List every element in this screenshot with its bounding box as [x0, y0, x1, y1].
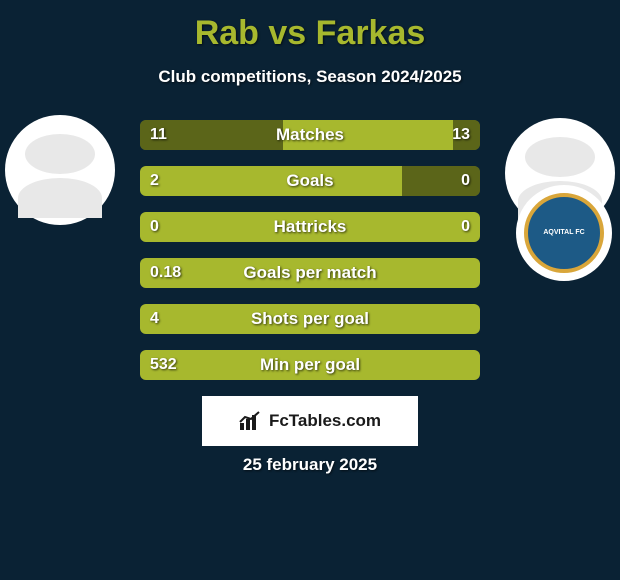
stat-label: Min per goal — [140, 350, 480, 380]
page-title: Rab vs Farkas — [0, 0, 620, 53]
stat-row: 532Min per goal — [140, 350, 480, 380]
date-label: 25 february 2025 — [0, 455, 620, 475]
stat-value-right: 13 — [452, 120, 470, 150]
stat-row: 4Shots per goal — [140, 304, 480, 334]
page-subtitle: Club competitions, Season 2024/2025 — [0, 67, 620, 87]
stat-row: 2Goals0 — [140, 166, 480, 196]
club-badge: AQVITAL FC — [516, 185, 612, 281]
player-left-avatar — [5, 115, 115, 225]
chart-icon — [239, 411, 263, 431]
stat-row: 11Matches13 — [140, 120, 480, 150]
placeholder-face-icon — [5, 115, 115, 225]
stat-value-right: 0 — [461, 166, 470, 196]
stat-row: 0Hattricks0 — [140, 212, 480, 242]
stat-label: Goals — [140, 166, 480, 196]
stat-row: 0.18Goals per match — [140, 258, 480, 288]
club-badge-label: AQVITAL FC — [524, 193, 604, 273]
source-logo: FcTables.com — [202, 396, 418, 446]
stat-label: Shots per goal — [140, 304, 480, 334]
comparison-bars: 11Matches132Goals00Hattricks00.18Goals p… — [140, 120, 480, 380]
stat-value-right: 0 — [461, 212, 470, 242]
source-logo-text: FcTables.com — [269, 411, 381, 431]
stat-label: Matches — [140, 120, 480, 150]
stat-label: Goals per match — [140, 258, 480, 288]
stat-label: Hattricks — [140, 212, 480, 242]
